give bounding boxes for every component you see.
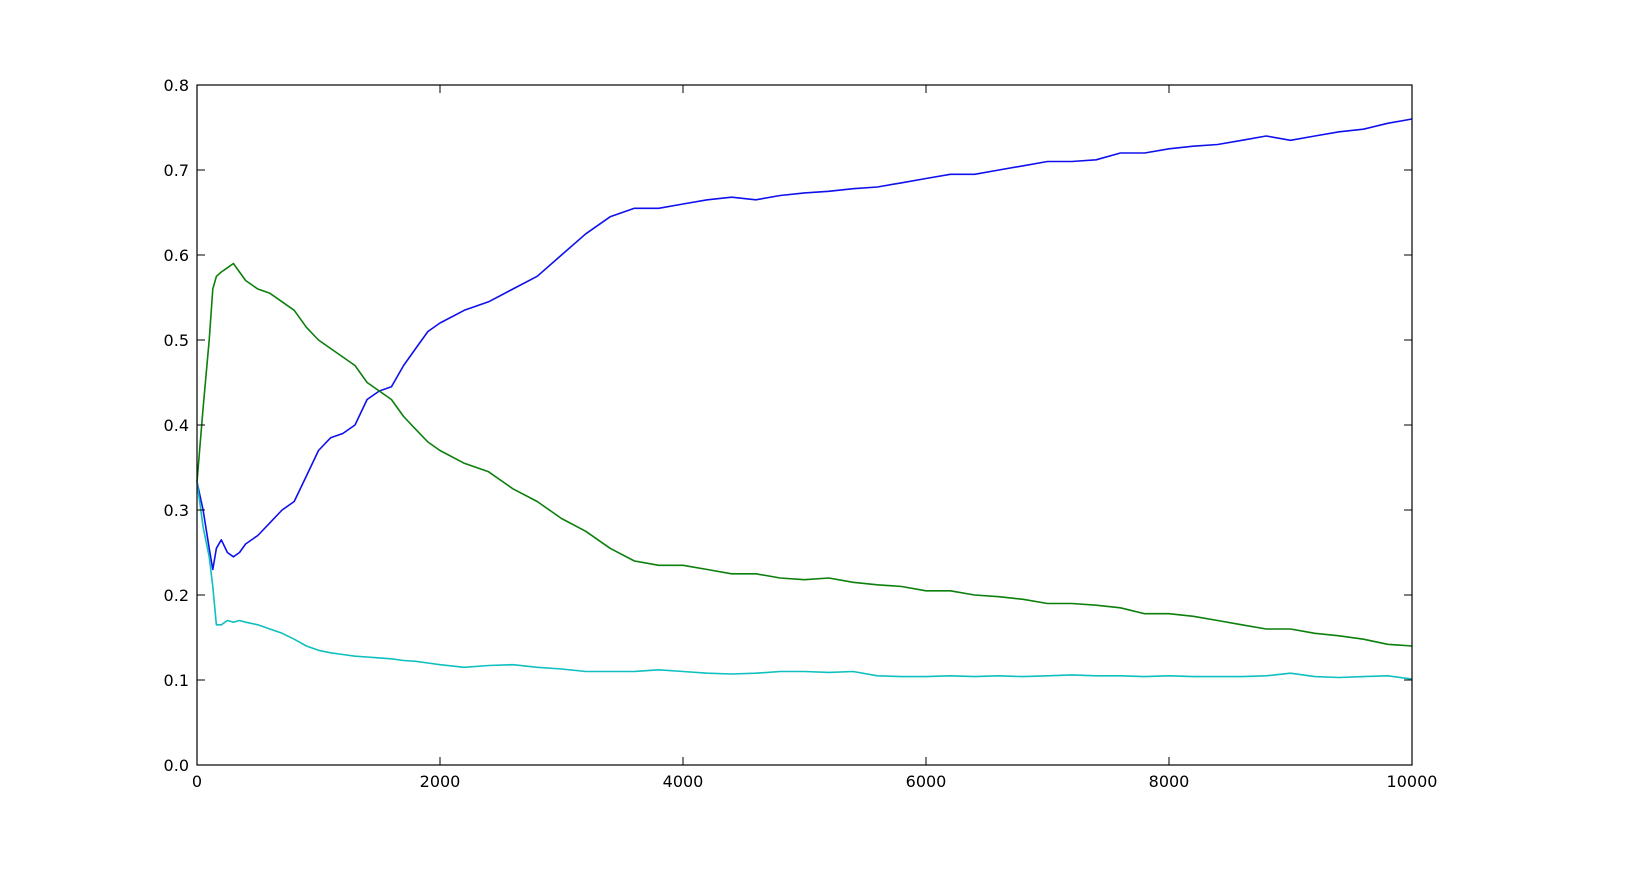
x-tick-label: 2000 <box>420 772 461 791</box>
x-axis: 0 2000 4000 6000 8000 10000 <box>192 85 1438 791</box>
series-line-2 <box>196 262 1413 647</box>
plot-area-frame <box>196 84 1413 766</box>
y-tick-label: 0.4 <box>164 416 189 435</box>
series-line-3 <box>196 481 1413 680</box>
y-tick-label: 0.5 <box>164 331 189 350</box>
x-tick-label: 6000 <box>906 772 947 791</box>
y-tick-label: 0.3 <box>164 501 189 520</box>
x-tick-label: 8000 <box>1149 772 1190 791</box>
y-tick-label: 0.6 <box>164 246 189 265</box>
y-tick-label: 0.0 <box>164 756 189 775</box>
y-tick-label: 0.8 <box>164 76 189 95</box>
series-line-1 <box>196 118 1413 571</box>
y-tick-label: 0.7 <box>164 161 189 180</box>
y-tick-label: 0.2 <box>164 586 189 605</box>
x-tick-label: 0 <box>192 772 202 791</box>
x-tick-label: 4000 <box>663 772 704 791</box>
series-layer <box>196 118 1413 680</box>
y-axis: 0.0 0.1 0.2 0.3 0.4 0.5 0.6 0.7 0.8 <box>164 76 1412 775</box>
y-tick-label: 0.1 <box>164 671 189 690</box>
x-tick-label: 10000 <box>1387 772 1438 791</box>
